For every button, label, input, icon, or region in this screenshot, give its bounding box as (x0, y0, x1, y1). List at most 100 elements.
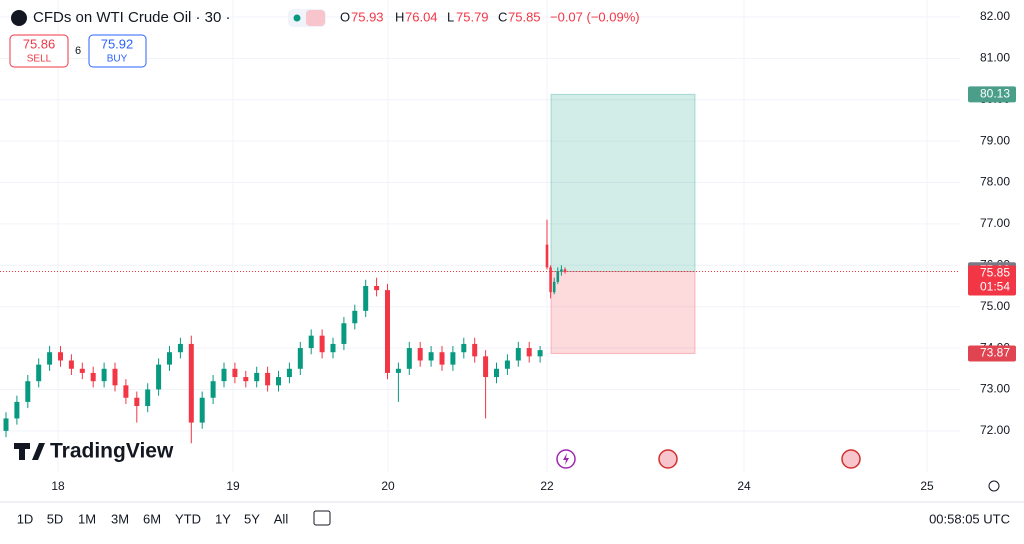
candle-body (177, 343, 183, 353)
y-tick-label: 77.00 (980, 216, 1010, 230)
range-button[interactable]: 1Y (215, 511, 231, 526)
x-tick-label: 18 (51, 479, 65, 493)
y-tick-label: 79.00 (980, 133, 1010, 147)
buy-label: BUY (107, 54, 128, 65)
sell-label: SELL (27, 54, 52, 65)
candle-body (385, 290, 390, 373)
candle-body (254, 372, 260, 382)
candle-body (297, 348, 303, 369)
candle-body (439, 352, 445, 365)
candle-body (101, 368, 107, 382)
range-button[interactable]: 5Y (244, 511, 260, 526)
candle-body (188, 343, 194, 423)
l-label: L (447, 9, 454, 24)
candle-body (549, 267, 552, 293)
sell-price: 75.86 (23, 36, 56, 51)
range-button[interactable]: 3M (111, 511, 129, 526)
candle-body (526, 348, 532, 357)
o-label: O (340, 9, 350, 24)
candle-body (374, 285, 380, 291)
change: −0.07 (−0.09%) (550, 9, 640, 24)
candle-body (363, 285, 369, 311)
candle-body (90, 372, 96, 382)
candle-body (286, 368, 292, 378)
range-button[interactable]: YTD (175, 511, 201, 526)
candle-body (545, 244, 549, 268)
candle-body (199, 397, 205, 423)
candle-body (556, 271, 560, 282)
candle-body (308, 335, 314, 349)
event-bolt (563, 453, 569, 465)
date-range-icon[interactable] (313, 510, 331, 526)
candle-body (221, 368, 227, 382)
stop-badge-label: 73.87 (980, 346, 1010, 360)
candle-body (134, 397, 140, 407)
candle-body (563, 269, 567, 272)
y-tick-label: 78.00 (980, 175, 1010, 189)
candle-body (472, 343, 478, 357)
c-value: 75.85 (508, 9, 541, 24)
c-label: C (498, 9, 507, 24)
candle-body (319, 335, 325, 353)
candle-body (79, 368, 85, 373)
spread: 6 (75, 45, 81, 57)
y-tick-label: 82.00 (980, 9, 1010, 23)
x-tick-label: 19 (226, 479, 240, 493)
candle-body (560, 269, 563, 272)
range-button[interactable]: 6M (143, 511, 161, 526)
buy-button[interactable] (88, 34, 147, 68)
range-button[interactable]: 1M (78, 511, 96, 526)
candle-body (25, 381, 31, 402)
x-tick-label: 22 (540, 479, 554, 493)
candle-body (406, 348, 412, 369)
x-tick-label: 24 (737, 479, 751, 493)
event-flag[interactable] (658, 449, 678, 469)
o-value: 75.93 (351, 9, 384, 24)
l-value: 75.79 (456, 9, 489, 24)
status-dot (293, 14, 301, 22)
range-button[interactable]: All (274, 511, 289, 526)
candle-body (58, 352, 63, 361)
event-flag[interactable] (841, 449, 861, 469)
status-flag (306, 10, 325, 26)
countdown: 01:54 (980, 280, 1010, 294)
watermark-logo (14, 443, 45, 460)
symbol-icon (11, 10, 27, 26)
candle-body (461, 343, 467, 353)
candle-body (417, 348, 423, 361)
last-badge (968, 265, 1016, 296)
candle-body (494, 368, 499, 378)
candle-body (395, 368, 401, 373)
candle-body (68, 360, 74, 369)
target-zone (550, 93, 696, 273)
range-button[interactable]: 5D (47, 511, 64, 526)
candle-body (276, 377, 281, 386)
candle-body (112, 368, 118, 386)
candle-body (36, 364, 42, 382)
target-badge (968, 86, 1016, 103)
h-label: H (395, 9, 404, 24)
y-tick-label: 72.00 (980, 423, 1010, 437)
settings-icon[interactable] (988, 480, 1000, 492)
symbol-title: CFDs on WTI Crude Oil · 30 · (33, 9, 231, 26)
y-tick-label: 81.00 (980, 51, 1010, 65)
candle-body (537, 350, 543, 357)
last-badge-label: 75.85 (980, 266, 1010, 280)
candle-body (552, 281, 556, 293)
candle-body (156, 364, 162, 390)
clock: 00:58:05 UTC (929, 511, 1010, 526)
candle-body (243, 377, 249, 382)
candle-body (483, 356, 489, 378)
candle-body (123, 385, 129, 398)
y-tick-label: 75.00 (980, 299, 1010, 313)
range-button[interactable]: 1D (17, 511, 34, 526)
candle-body (450, 352, 456, 365)
watermark: TradingView (50, 440, 174, 463)
candle-body (167, 352, 172, 365)
candle-body (47, 352, 53, 365)
x-tick-label: 20 (381, 479, 395, 493)
sell-button[interactable] (9, 34, 69, 68)
candle-body (341, 323, 347, 344)
stop-zone (550, 271, 696, 354)
